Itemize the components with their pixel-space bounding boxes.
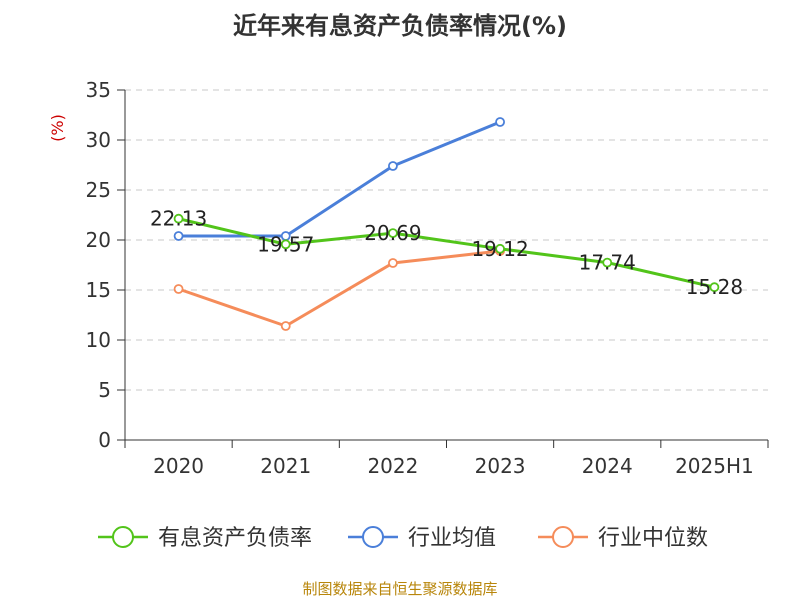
- data-point: [388, 258, 398, 268]
- legend-label: 行业中位数: [598, 526, 708, 551]
- x-tick-label: 2020: [153, 454, 204, 478]
- y-tick-label: 30: [86, 128, 111, 152]
- y-tick-label: 5: [98, 378, 111, 402]
- legend-label: 行业均值: [408, 526, 496, 551]
- data-point: [173, 231, 184, 241]
- data-label: 20.69: [364, 221, 421, 245]
- axes: 0 5 10 15 20 25 30 35 2020 2021 2022 2023 2024 2025H1: [86, 78, 769, 478]
- x-tick-label: 2025H1: [675, 454, 754, 478]
- data-point: [388, 161, 398, 171]
- data-point: [495, 243, 505, 254]
- x-tick-label: 2021: [260, 454, 311, 478]
- chart-title: 近年来有息资产负债率情况(%): [233, 12, 567, 40]
- y-tick-label: 25: [86, 178, 111, 202]
- series-line-2: [178, 249, 501, 328]
- data-point: [602, 257, 613, 268]
- data-point: [173, 213, 184, 224]
- data-point: [280, 239, 291, 250]
- data-label: 19.57: [257, 232, 314, 256]
- x-tick-label: 2024: [582, 454, 633, 478]
- series-line-0: [178, 217, 715, 289]
- data-labels: 22.13 19.57 20.69 19.12 17.74 15.28: [150, 207, 743, 300]
- y-tick-label: 0: [98, 428, 111, 452]
- data-label: 15.28: [686, 275, 743, 299]
- legend-label: 有息资产负债率: [158, 526, 312, 551]
- y-tick-label: 20: [86, 228, 111, 252]
- data-label: 17.74: [579, 251, 636, 275]
- y-axis-unit-label: (%): [48, 114, 67, 142]
- data-label: 19.12: [471, 237, 528, 261]
- y-tick-label: 10: [86, 328, 111, 352]
- legend-marker: [112, 526, 134, 548]
- series-line-1: [178, 120, 501, 238]
- data-point: [388, 228, 398, 239]
- legend-marker: [362, 526, 384, 548]
- x-tick-label: 2023: [475, 454, 526, 478]
- series-lines: [173, 117, 720, 331]
- data-label: 22.13: [150, 207, 207, 231]
- legend: 有息资产负债率 行业均值 行业中位数: [98, 526, 708, 551]
- source-note: 制图数据来自恒生聚源数据库: [302, 580, 498, 598]
- y-tick-label: 15: [86, 278, 111, 302]
- data-point: [709, 282, 720, 293]
- data-point: [173, 284, 184, 294]
- data-point: [280, 321, 291, 331]
- y-tick-label: 35: [86, 78, 111, 102]
- x-tick-label: 2022: [367, 454, 418, 478]
- legend-marker: [552, 526, 574, 548]
- data-point: [495, 117, 505, 127]
